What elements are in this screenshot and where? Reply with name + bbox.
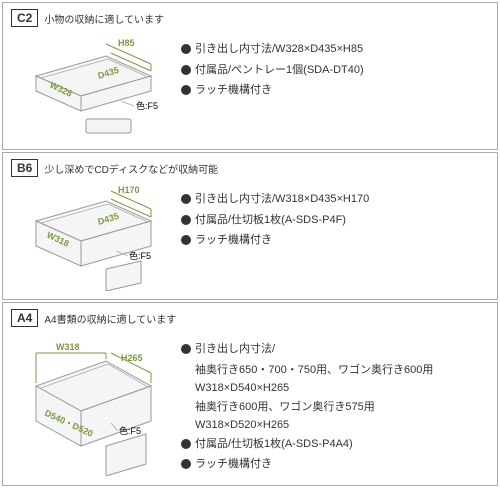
section-content: H170 D435 W318 色:F5 引き出し内寸法/W318×D435×H1… [11, 181, 489, 291]
drawer-diagram: W318 H265 D540・D520 色:F5 [11, 331, 171, 476]
badge: A4 [11, 309, 38, 327]
bullet-icon [181, 85, 191, 95]
spec-text: 引き出し内寸法/ [195, 341, 489, 358]
bullet-icon [181, 344, 191, 354]
color-label: 色:F5 [119, 425, 141, 436]
spec-continuation: W318×D540×H265 [195, 380, 489, 397]
section-header: B6 少し深めでCDディスクなどが収納可能 [11, 159, 489, 177]
dim-w: W318 [56, 342, 80, 352]
spec-text: ラッチ機構付き [195, 232, 489, 249]
dim-h: H170 [118, 185, 140, 195]
section-content: W318 H265 D540・D520 色:F5 引き出し内寸法/ 袖奥行き65… [11, 331, 489, 477]
subtitle: 小物の収納に適しています [44, 11, 164, 26]
section-c2: C2 小物の収納に適しています H85 D435 W328 色:F5 [2, 2, 498, 150]
drawer-diagram: H170 D435 W318 色:F5 [11, 181, 171, 291]
spec-continuation: W318×D520×H265 [195, 417, 489, 434]
spec-text: 引き出し内寸法/W328×D435×H85 [195, 41, 489, 58]
spec-text: ラッチ機構付き [195, 82, 489, 99]
section-content: H85 D435 W328 色:F5 引き出し内寸法/W328×D435×H85… [11, 31, 489, 141]
bullet-icon [181, 194, 191, 204]
spec-text: 引き出し内寸法/W318×D435×H170 [195, 191, 489, 208]
bullet-icon [181, 459, 191, 469]
bullet-icon [181, 44, 191, 54]
badge: B6 [11, 159, 38, 177]
section-header: C2 小物の収納に適しています [11, 9, 489, 27]
spec-text: ラッチ機構付き [195, 456, 489, 473]
spec-text: 付属品/ペントレー1個(SDA-DT40) [195, 62, 489, 79]
spec-text: 付属品/仕切板1枚(A-SDS-P4A4) [195, 436, 489, 453]
dim-h: H265 [121, 353, 143, 363]
spec-continuation: 袖奥行き600用、ワゴン奥行き575用 [195, 399, 489, 416]
subtitle: 少し深めでCDディスクなどが収納可能 [44, 161, 218, 176]
bullet-icon [181, 235, 191, 245]
badge: C2 [11, 9, 38, 27]
spec-text: 付属品/仕切板1枚(A-SDS-P4F) [195, 212, 489, 229]
section-header: A4 A4書類の収納に適しています [11, 309, 489, 327]
spec-continuation: 袖奥行き650・700・750用、ワゴン奥行き600用 [195, 362, 489, 379]
color-label: 色:F5 [129, 250, 151, 261]
dim-h: H85 [118, 38, 135, 48]
specs-list: 引き出し内寸法/W328×D435×H85 付属品/ペントレー1個(SDA-DT… [181, 31, 489, 103]
bullet-icon [181, 215, 191, 225]
bullet-icon [181, 439, 191, 449]
color-label: 色:F5 [136, 100, 158, 111]
specs-list: 引き出し内寸法/ 袖奥行き650・700・750用、ワゴン奥行き600用 W31… [181, 331, 489, 477]
section-b6: B6 少し深めでCDディスクなどが収納可能 H170 D435 W318 色:F… [2, 152, 498, 300]
subtitle: A4書類の収納に適しています [44, 311, 176, 326]
section-a4: A4 A4書類の収納に適しています W318 H265 D540・D520 色:… [2, 302, 498, 486]
bullet-icon [181, 65, 191, 75]
drawer-diagram: H85 D435 W328 色:F5 [11, 31, 171, 141]
specs-list: 引き出し内寸法/W318×D435×H170 付属品/仕切板1枚(A-SDS-P… [181, 181, 489, 253]
